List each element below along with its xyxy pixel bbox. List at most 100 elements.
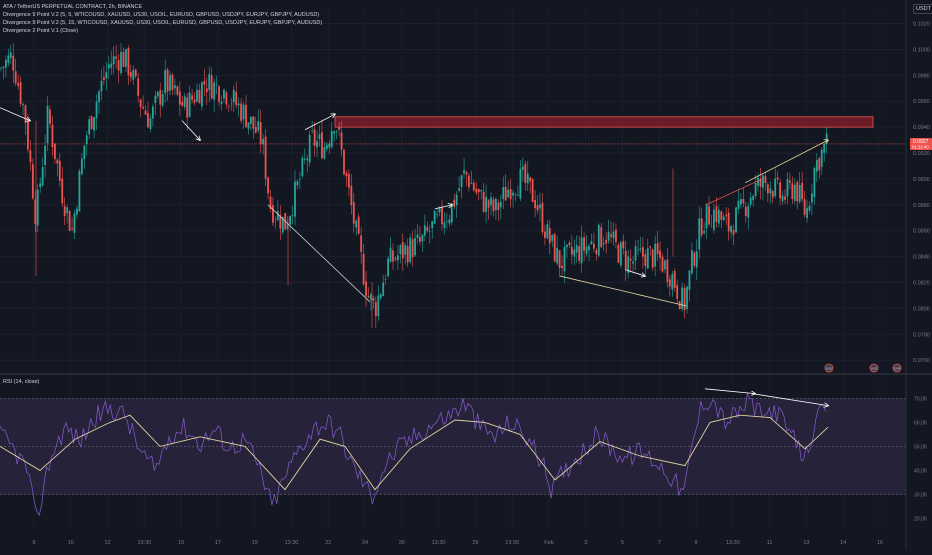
price-tick-label: 0.0880 (913, 203, 930, 209)
candle (156, 91, 159, 97)
candle (171, 74, 174, 90)
candle (492, 199, 495, 212)
divergence-line (434, 205, 452, 210)
candle (820, 149, 823, 167)
candle (360, 235, 363, 252)
time-tick-label: 3 (584, 540, 587, 546)
event-icon (892, 363, 902, 373)
candle (519, 168, 522, 199)
candle (142, 106, 144, 109)
time-tick-label: 13 (803, 540, 809, 546)
divergence-line (704, 388, 755, 394)
rsi-tick-label: 60.00 (914, 420, 927, 426)
candle (2, 66, 5, 69)
candle (7, 55, 10, 64)
candle (215, 84, 218, 86)
candle (568, 242, 571, 245)
candle (617, 244, 620, 263)
candle (345, 172, 348, 177)
event-label: EUR (894, 366, 901, 370)
indicator-label-1[interactable]: Divergence 9 Point V.2 (5, 5, WTICOUSD, … (3, 12, 320, 18)
candle (575, 245, 578, 253)
candle (815, 159, 818, 172)
candle (367, 295, 370, 298)
rsi-legend: RSI (14, close) (3, 378, 39, 386)
candle (499, 201, 502, 208)
candle (659, 250, 661, 258)
candle (808, 205, 811, 211)
candle (708, 206, 710, 225)
candle (752, 195, 755, 201)
candle (31, 164, 34, 199)
candle (105, 72, 108, 79)
time-tick-label: 7 (658, 540, 661, 546)
candle (103, 77, 105, 81)
candle (377, 295, 380, 317)
candle (460, 175, 463, 187)
candle (27, 120, 29, 150)
indicator-label-3[interactable]: Divergence 2 Point V.1 (Close) (3, 28, 79, 34)
candle (374, 302, 377, 317)
divergence-line (624, 269, 645, 276)
candle (487, 200, 490, 208)
time-tick-label: 17 (215, 540, 221, 546)
candle (446, 221, 448, 223)
price-tick-label: 0.0840 (913, 255, 930, 261)
indicator-label-2[interactable]: Divergence 9 Point V.2 (5, 15, WTICOUSD,… (3, 20, 323, 26)
candle (325, 145, 328, 150)
candle (154, 95, 157, 104)
candle (705, 203, 708, 229)
candle (629, 258, 632, 261)
candle (409, 237, 412, 262)
time-tick-label: 22 (325, 540, 331, 546)
candle (58, 160, 61, 181)
candle (34, 199, 37, 225)
candle (240, 103, 242, 121)
candle (12, 55, 15, 71)
candle (502, 187, 505, 199)
candle (793, 184, 796, 201)
candle (338, 127, 340, 130)
last-price-tag (910, 137, 932, 150)
candle (556, 247, 559, 264)
candle (722, 216, 725, 221)
candle-timer: 01:22:40 (912, 144, 929, 149)
candle (656, 243, 659, 254)
resistance-zone (334, 116, 874, 128)
candle (546, 224, 549, 239)
time-tick-label: 29 (472, 540, 478, 546)
candle (639, 248, 642, 250)
candle (580, 237, 583, 264)
price-tick-label: 0.0960 (913, 99, 930, 105)
candle (585, 246, 588, 254)
price-tick-label: 0.1000 (913, 47, 930, 53)
candle (352, 202, 355, 224)
candle (482, 191, 485, 212)
time-tick-label: 15 (178, 540, 184, 546)
candle (485, 196, 487, 212)
candle (19, 82, 22, 104)
candle (436, 214, 438, 215)
candle (311, 130, 314, 132)
last-price-value: 0.0927 (913, 139, 929, 145)
candle (774, 178, 777, 196)
divergence-line (751, 393, 828, 406)
rsi-title[interactable]: RSI (14, close) (3, 379, 40, 385)
candle (526, 173, 529, 184)
candle (0, 68, 2, 69)
candle (296, 181, 299, 186)
candle (747, 206, 750, 218)
candle (455, 194, 458, 206)
candle (713, 209, 715, 230)
rsi-line (0, 392, 827, 517)
candle (397, 255, 399, 261)
currency-badge[interactable]: USDT (913, 4, 932, 14)
candle (291, 215, 294, 216)
candle (495, 198, 497, 211)
candle (553, 234, 556, 262)
candle (117, 60, 120, 71)
candle (678, 301, 681, 310)
candle (823, 144, 826, 153)
